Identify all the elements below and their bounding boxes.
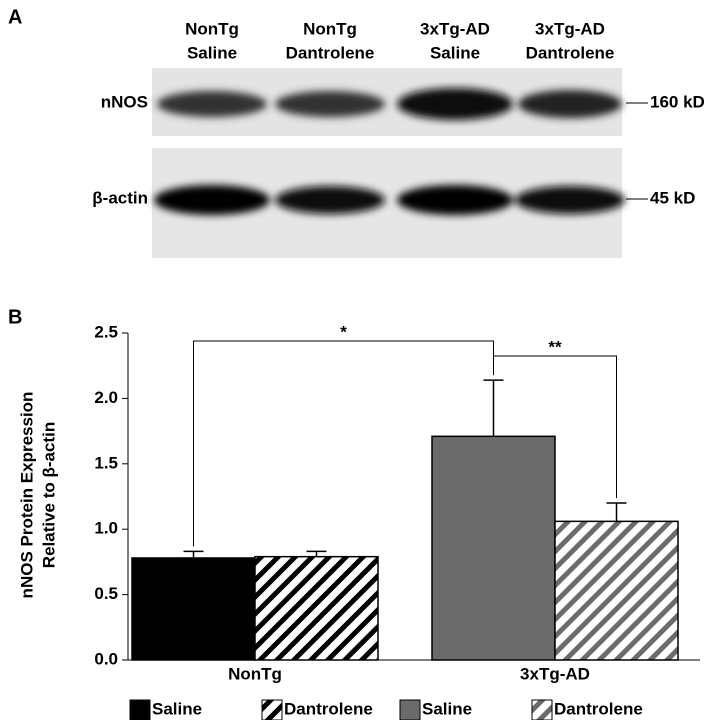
- lane-label: Dantrolene: [286, 43, 375, 62]
- bands: [154, 88, 625, 215]
- lane-label: Saline: [430, 43, 480, 62]
- y-tick-label: 0.0: [94, 649, 118, 668]
- bracket: [493, 355, 617, 499]
- bar: [254, 555, 379, 661]
- lane-label: Saline: [187, 43, 237, 62]
- panel-label: A: [8, 6, 22, 28]
- bar: [431, 435, 556, 661]
- bar: [554, 520, 679, 661]
- legend-label: Saline: [152, 699, 202, 718]
- lane-label: Dantrolene: [526, 43, 615, 62]
- x-tick-label: 3xTg-AD: [520, 664, 590, 683]
- y-tick-label: 1.5: [94, 453, 118, 472]
- panel-label: B: [8, 306, 22, 328]
- legend-swatch: [399, 699, 421, 720]
- lane-label: 3xTg-AD: [420, 19, 490, 38]
- lane-label: NonTg: [185, 19, 239, 38]
- legend-swatch: [129, 699, 151, 720]
- legend-swatch: [531, 699, 553, 720]
- y-axis-label: Relative to β-actin: [39, 422, 58, 568]
- y-tick-label: 1.0: [94, 519, 118, 538]
- y-tick-label: 0.5: [94, 584, 118, 603]
- annotation: *: [340, 322, 347, 341]
- lane-label: 3xTg-AD: [535, 19, 605, 38]
- y-axis-label: nNOS Protein Expression: [17, 392, 36, 599]
- legend-swatch: [261, 699, 283, 720]
- x-tick-label: NonTg: [228, 664, 282, 683]
- legend-label: Dantrolene: [284, 699, 373, 718]
- legend-label: Dantrolene: [554, 699, 643, 718]
- lane-label: NonTg: [303, 19, 357, 38]
- legend-label: Saline: [422, 699, 472, 718]
- protein-label: nNOS: [101, 92, 148, 111]
- size-label: 45 kD: [650, 188, 695, 207]
- bar: [131, 557, 256, 661]
- annotation: **: [548, 337, 562, 356]
- y-tick-label: 2.0: [94, 388, 118, 407]
- size-label: 160 kD: [650, 92, 705, 111]
- y-tick-label: 2.5: [94, 322, 118, 341]
- protein-label: β-actin: [92, 188, 148, 207]
